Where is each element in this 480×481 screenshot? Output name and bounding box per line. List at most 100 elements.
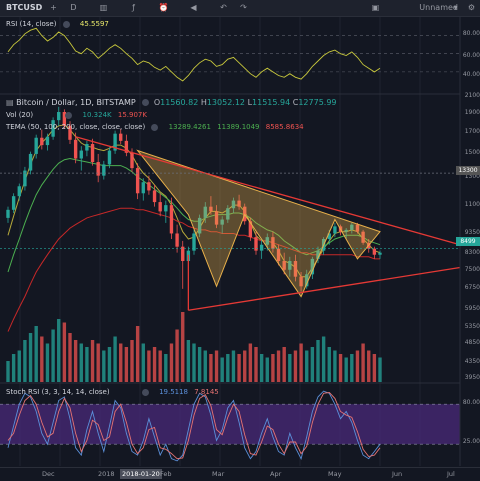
bars-style-icon[interactable]: ▥ [99, 3, 108, 12]
time-axis[interactable]: Dec 2018 2018-01-20 Feb Mar Apr May Jun Jul [0, 467, 480, 481]
replay-icon[interactable]: ◀ [190, 3, 197, 12]
candle-body [254, 237, 258, 251]
candle-body [316, 250, 320, 259]
candle-body [158, 202, 162, 212]
layout-name[interactable]: Unnamed [419, 3, 458, 12]
fx-icon[interactable]: ƒ [132, 3, 135, 12]
eye-icon[interactable] [142, 99, 150, 106]
candle-body [214, 211, 219, 225]
candle-body [355, 224, 360, 232]
candle-body [282, 261, 286, 270]
candle-body [96, 162, 100, 176]
volume-bar [57, 319, 61, 382]
candle-body [169, 205, 174, 234]
ohlc-close: 12775.99 [298, 98, 337, 107]
candle-body [305, 274, 309, 287]
price-tick-label: 9350 [464, 228, 480, 236]
volume-bar [62, 322, 67, 382]
volume-bar [192, 343, 196, 382]
undo-icon[interactable]: ↶ [220, 3, 227, 12]
volume-bar [51, 329, 55, 382]
tema-value-1: 13289.4261 [168, 123, 211, 131]
candle-body [68, 125, 72, 140]
volume-bar [254, 347, 258, 382]
volume-bar [203, 350, 207, 382]
rsi-level-40: 40.00 [462, 71, 480, 78]
stoch-legend: Stoch RSI (3, 3, 14, 14, close) 19.5118 … [6, 388, 219, 397]
symbol-search[interactable]: BTCUSD [6, 3, 43, 12]
volume-bar [181, 312, 185, 382]
eye-icon[interactable] [141, 388, 149, 396]
volume-bar [327, 347, 331, 382]
volume-bar [293, 350, 298, 382]
stoch-value-1: 19.5118 [159, 388, 189, 396]
tema-legend: TEMA (50, 100, 200, close, close, close)… [6, 123, 304, 132]
time-tick-label: Mar [212, 470, 225, 478]
candle-body [107, 150, 112, 165]
collapse-icon[interactable]: ▤ [6, 98, 14, 107]
price-tick-label: 1700 [464, 127, 480, 135]
candle-body [45, 136, 50, 146]
candle-body [102, 164, 106, 176]
candle-body [57, 112, 61, 121]
triangle-upper-line [75, 136, 461, 246]
volume-bar [107, 347, 112, 382]
candle-body [147, 182, 151, 191]
volume-bar [231, 350, 236, 382]
time-tick-label: Dec [42, 470, 55, 478]
time-tick-label: May [328, 470, 342, 478]
candle-body [23, 170, 27, 187]
candle-body [248, 221, 253, 238]
eye-icon[interactable] [62, 20, 70, 28]
candle-body [192, 233, 196, 251]
volume-bar [310, 347, 315, 382]
chevron-down-icon[interactable]: ▾ [453, 3, 458, 12]
candle-body [293, 261, 298, 277]
candle-body [79, 150, 83, 159]
rsi-level-80: 80.00 [462, 30, 480, 37]
settings-icon[interactable]: ⚙ [467, 3, 476, 12]
price-tick-label: 6750 [464, 283, 480, 291]
redo-icon[interactable]: ↷ [240, 3, 247, 12]
candle-body [175, 233, 179, 247]
inverse-head-shoulders-pattern [136, 149, 381, 298]
candle-body [152, 190, 157, 203]
ohlc-open-key: O [153, 98, 161, 107]
ohlc-low-key: L [247, 98, 253, 107]
interval-icon[interactable]: D [70, 3, 77, 12]
ohlc-low: 11515.94 [252, 98, 291, 107]
volume-bar [372, 354, 377, 382]
candle-body [310, 258, 315, 275]
candle-body [203, 206, 207, 218]
rsi-value: 45.5597 [79, 20, 109, 28]
layout-icon[interactable]: ▣ [371, 3, 380, 12]
volume-bar [378, 357, 382, 382]
stoch-level-25: 25.00 [462, 438, 480, 445]
candle-body [124, 140, 129, 153]
ohlc-high: 13052.12 [206, 98, 246, 107]
plus-icon[interactable]: + [50, 3, 57, 12]
eye-icon[interactable] [151, 123, 159, 131]
candle-body [361, 231, 365, 243]
candle-body [299, 276, 303, 287]
volume-bar [169, 343, 174, 382]
candle-body [276, 248, 281, 262]
rsi-label: RSI (14, close) [6, 20, 57, 28]
volume-bar [68, 333, 72, 382]
volume-bar [135, 326, 140, 382]
vol-label: Vol (20) [6, 111, 34, 119]
candle-body [344, 229, 348, 232]
volume-bar [85, 347, 89, 382]
candle-body [350, 224, 354, 230]
candle-body [265, 237, 269, 245]
eye-icon[interactable] [65, 111, 73, 119]
alert-icon[interactable]: ⏰ [158, 3, 169, 12]
volume-bar [158, 350, 162, 382]
main-legend: ▤ Bitcoin / Dollar, 1D, BITSTAMP O11560.… [6, 98, 337, 107]
volume-bar [197, 347, 202, 382]
candle-body [220, 219, 224, 225]
price-tick-label: 1300 [464, 172, 480, 180]
volume-bar [288, 354, 292, 382]
volume-bar [90, 340, 95, 382]
